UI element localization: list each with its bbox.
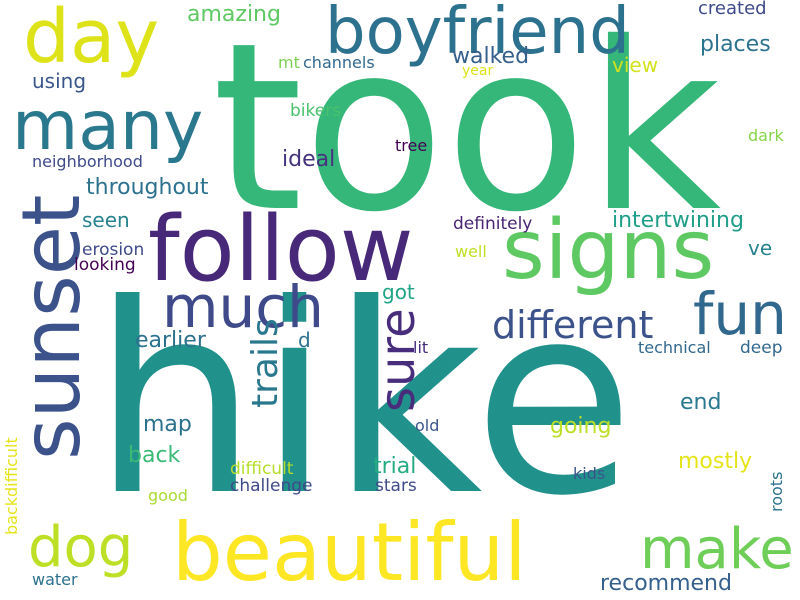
word-took: took bbox=[212, 0, 722, 263]
word-d: d bbox=[298, 328, 311, 352]
word-make: make bbox=[640, 517, 794, 582]
word-good: good bbox=[148, 486, 188, 505]
word-mostly: mostly bbox=[678, 449, 753, 474]
word-end: end bbox=[680, 390, 722, 415]
word-follow: follow bbox=[148, 197, 414, 302]
word-well: well bbox=[455, 242, 487, 261]
word-lit: lit bbox=[413, 338, 429, 357]
word-amazing: amazing bbox=[187, 2, 281, 27]
word-ideal: ideal bbox=[282, 147, 336, 172]
word-created: created bbox=[698, 0, 767, 19]
word-walked: walked bbox=[452, 44, 530, 69]
word-dark: dark bbox=[748, 126, 784, 145]
word-seen: seen bbox=[82, 208, 130, 232]
word-year: year bbox=[462, 63, 494, 79]
word-going: going bbox=[550, 414, 612, 439]
word-trial: trial bbox=[373, 454, 417, 479]
word-neighborhood: neighborhood bbox=[32, 152, 143, 171]
word-fun: fun bbox=[693, 280, 787, 348]
word-intertwining: intertwining bbox=[612, 208, 744, 233]
word-places: places bbox=[700, 32, 771, 57]
word-mt: mt bbox=[278, 53, 300, 72]
word-view: view bbox=[612, 53, 659, 77]
word-using: using bbox=[32, 69, 87, 93]
word-throughout: throughout bbox=[86, 175, 209, 200]
word-sunset: sunset bbox=[5, 194, 98, 460]
word-stars: stars bbox=[375, 476, 417, 496]
word-different: different bbox=[492, 303, 654, 347]
word-recommend: recommend bbox=[600, 571, 732, 596]
word-got: got bbox=[382, 280, 415, 304]
word-ve: ve bbox=[748, 236, 773, 260]
word-deep: deep bbox=[740, 338, 783, 358]
word-roots: roots bbox=[767, 471, 786, 512]
word-signs: signs bbox=[502, 203, 715, 298]
word-looking: looking bbox=[74, 255, 136, 275]
word-much: much bbox=[162, 273, 324, 341]
word-challenge: challenge bbox=[230, 476, 313, 496]
word-backdifficult: backdifficult bbox=[2, 437, 21, 535]
word-day: day bbox=[23, 0, 160, 80]
word-kids: kids bbox=[573, 464, 606, 483]
word-dog: dog bbox=[28, 515, 134, 580]
word-back: back bbox=[128, 443, 181, 468]
word-beautiful: beautiful bbox=[172, 506, 527, 599]
word-difficult: difficult bbox=[230, 459, 294, 479]
word-map: map bbox=[143, 412, 192, 437]
word-bikers: bikers bbox=[290, 101, 342, 121]
word-old: old bbox=[415, 416, 440, 435]
word-trails: trails bbox=[245, 318, 286, 408]
word-tree: tree bbox=[395, 136, 428, 155]
word-technical: technical bbox=[638, 338, 711, 357]
word-earlier: earlier bbox=[135, 328, 206, 353]
word-hike: hike bbox=[92, 248, 635, 553]
word-boyfriend: boyfriend bbox=[325, 0, 630, 69]
word-water: water bbox=[32, 570, 78, 589]
word-sure: sure bbox=[370, 308, 426, 412]
word-channels: channels bbox=[303, 53, 375, 72]
word-definitely: definitely bbox=[453, 214, 533, 234]
word-many: many bbox=[12, 87, 204, 166]
word-erosion: erosion bbox=[82, 240, 145, 260]
